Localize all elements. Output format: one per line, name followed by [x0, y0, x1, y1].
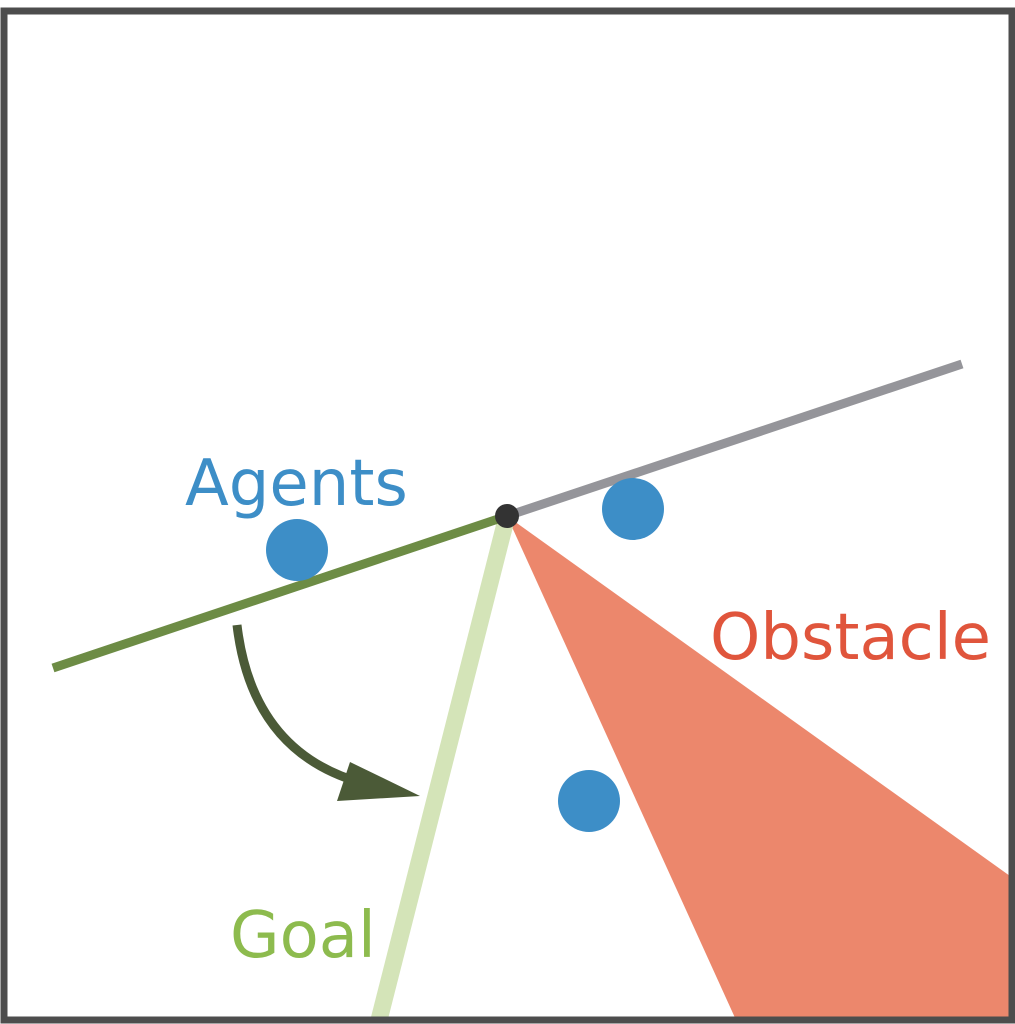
goal-line [370, 513, 516, 1023]
agent-dot [558, 770, 620, 832]
agents-label: Agents [185, 447, 408, 521]
agent-dot [602, 478, 664, 540]
goal-label: Goal [230, 899, 376, 973]
agent-dot [266, 519, 328, 581]
diagram-frame [0, 7, 1015, 1024]
obstacle-label: Obstacle [710, 601, 991, 675]
rotation-arrowhead [337, 762, 420, 801]
rotation-arrow [232, 624, 364, 788]
green-line [51, 511, 509, 673]
obstacle-region [507, 516, 1010, 1020]
gray-line [505, 359, 964, 521]
pivot-point [495, 504, 519, 528]
